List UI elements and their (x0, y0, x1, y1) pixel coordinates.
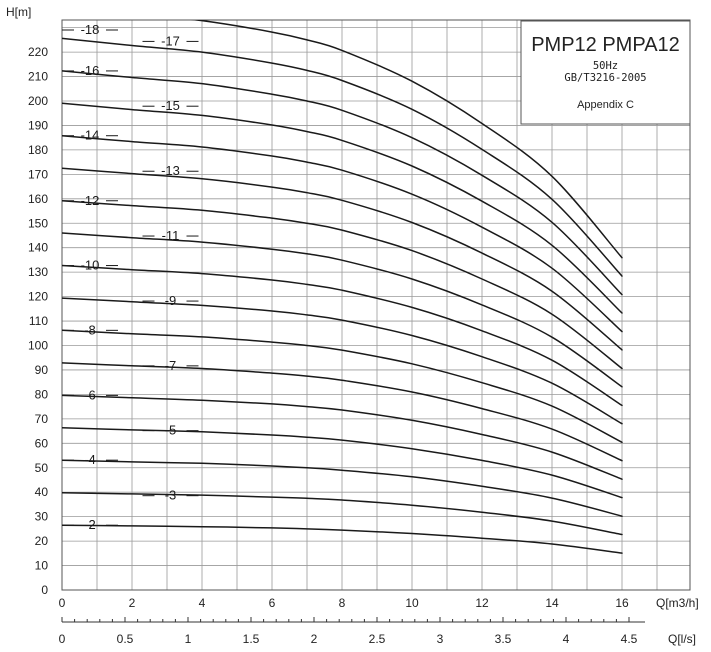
curve-series (62, 134, 623, 333)
y-tick-label: 10 (35, 559, 49, 573)
y-tick-label: 150 (28, 216, 48, 230)
x2-axis-title: Q[l/s] (668, 632, 696, 646)
curves (62, 20, 623, 554)
x-tick-label: 16 (615, 596, 629, 610)
axes: 0102030405060708090100110120130140150160… (6, 5, 699, 646)
y-tick-label: 110 (29, 314, 48, 328)
curve-series (62, 491, 623, 536)
info-box-frame (520, 20, 691, 125)
curve-series (62, 297, 623, 425)
y-tick-label: 90 (35, 363, 49, 377)
y-tick-label: 100 (28, 339, 48, 353)
x-tick-label: 14 (545, 596, 559, 610)
curve-label: -5 (165, 423, 177, 438)
x-tick-label: 12 (475, 596, 489, 610)
chart-title: PMP12 PMPA12 (531, 34, 680, 56)
curve-series (62, 394, 623, 480)
curve-series (62, 362, 623, 462)
x2-tick-label: 2 (311, 632, 318, 646)
x2-tick-label: 3.5 (495, 632, 512, 646)
y-tick-label: 70 (35, 412, 49, 426)
y-tick-label: 120 (28, 290, 48, 304)
y-tick-label: 220 (28, 45, 48, 59)
curve-label: -17 (161, 33, 180, 48)
curve-label: -15 (161, 98, 180, 113)
curve-label: -10 (81, 258, 100, 273)
y-tick-label: 60 (35, 436, 49, 450)
y-tick-label: 20 (35, 534, 49, 548)
curve-series (62, 329, 623, 444)
y-tick-label: 140 (28, 241, 48, 255)
curve-label: -18 (81, 22, 100, 37)
curve-label: -12 (81, 193, 100, 208)
x-tick-label: 6 (269, 596, 276, 610)
x2-tick-label: 2.5 (369, 632, 386, 646)
y-tick-label: 210 (28, 70, 48, 84)
info-box: PMP12 PMPA12 50Hz GB/T3216-2005 Appendix… (520, 20, 691, 125)
y-tick-label: 80 (35, 387, 49, 401)
x-tick-label: 2 (129, 596, 136, 610)
y-tick-label: 170 (28, 167, 48, 181)
curve-label: -14 (81, 128, 100, 143)
x-axis-title: Q[m3/h] (656, 596, 699, 610)
y-tick-label: 190 (28, 118, 48, 132)
curve-label: -16 (81, 63, 100, 78)
curve-series (62, 264, 623, 407)
y-tick-label: 30 (35, 510, 49, 524)
curve-series (62, 459, 623, 517)
curve-series (190, 20, 623, 259)
curve-series (62, 167, 623, 351)
y-tick-label: 180 (28, 143, 48, 157)
x2-tick-label: 4.5 (621, 632, 638, 646)
curve-label: -9 (165, 293, 177, 308)
curve-series (62, 524, 623, 554)
curve-series (62, 70, 623, 296)
curve-series (62, 102, 623, 314)
x-tick-label: 10 (405, 596, 419, 610)
y-tick-label: 0 (41, 583, 48, 597)
curve-series (62, 426, 623, 499)
curve-label: -8 (84, 322, 96, 337)
y-axis-title: H[m] (6, 5, 31, 19)
appendix-label: Appendix C (577, 99, 634, 111)
x2-tick-label: 0 (59, 632, 66, 646)
x-tick-label: 0 (59, 596, 66, 610)
curve-label: -2 (84, 517, 96, 532)
x2-tick-label: 3 (437, 632, 444, 646)
frequency-label: 50Hz (593, 60, 618, 72)
y-tick-label: 50 (35, 461, 49, 475)
x2-tick-label: 4 (563, 632, 570, 646)
curve-label: -13 (161, 163, 180, 178)
x-tick-label: 4 (199, 596, 206, 610)
x-tick-label: 8 (339, 596, 346, 610)
curve-series (62, 232, 623, 388)
y-tick-label: 200 (28, 94, 48, 108)
x2-tick-label: 0.5 (117, 632, 134, 646)
plot-frame (61, 19, 691, 591)
x2-tick-label: 1.5 (243, 632, 260, 646)
y-tick-label: 40 (35, 485, 49, 499)
y-tick-label: 130 (28, 265, 48, 279)
curve-label: -7 (165, 358, 177, 373)
curve-labels: -2 -3 -4 -5 -6 -7 -8 -9 -10 -11 -12 -13 -14 -15 -16 -17… (62, 22, 199, 532)
curve-label: -4 (84, 452, 96, 467)
curve-label: -11 (162, 228, 180, 243)
x2-tick-label: 1 (185, 632, 192, 646)
curve-series (62, 37, 623, 277)
curve-label: -3 (165, 488, 177, 503)
y-tick-label: 160 (28, 192, 48, 206)
curve-series (62, 200, 623, 370)
standard-label: GB/T3216-2005 (564, 72, 646, 84)
curve-label: -6 (84, 387, 96, 402)
